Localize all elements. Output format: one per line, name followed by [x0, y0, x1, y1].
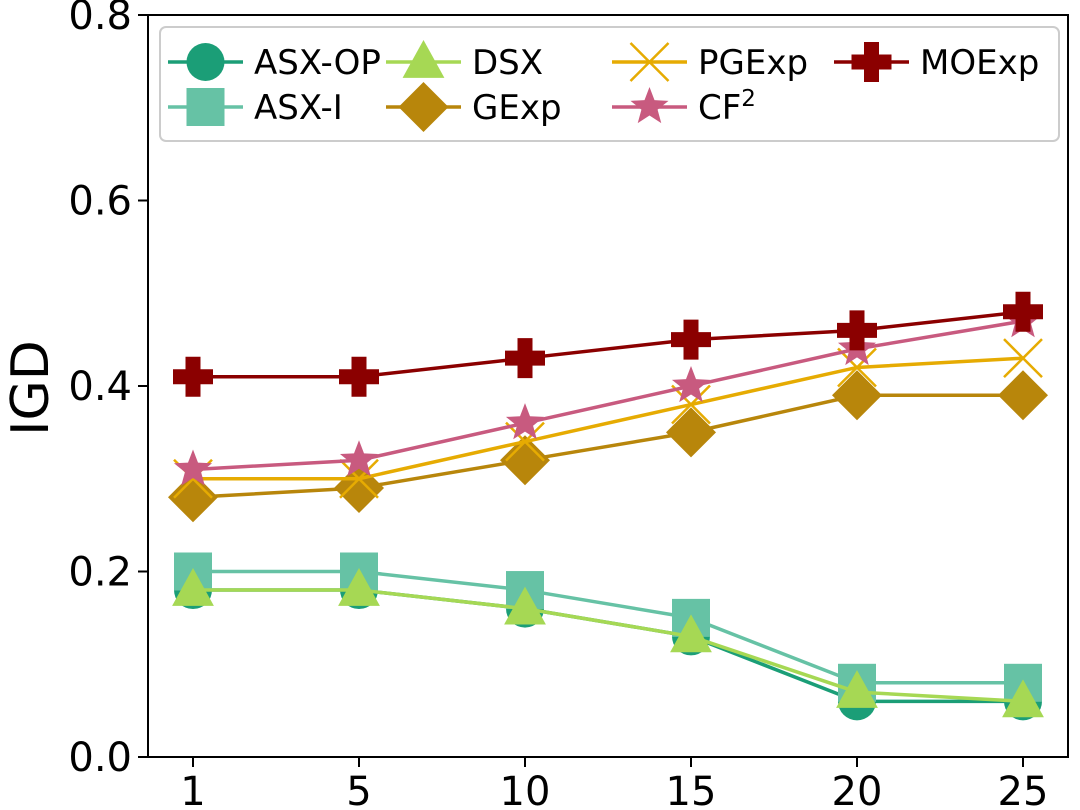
data-point-pgexp [505, 421, 545, 462]
legend-label: PGExp [698, 43, 808, 83]
plot-area: 0.00.20.40.60.81 5 10 15 20 25ASX-OPASX-IDSXG… [68, 0, 1069, 810]
x-tick-label: 20 [832, 769, 883, 810]
legend-item-dsx: DSX [386, 40, 543, 83]
x-tick-label: 1 [180, 769, 205, 810]
legend-marker-asx-op [186, 43, 225, 81]
data-point-moexp [1003, 291, 1043, 332]
legend-item-asx-op: ASX-OP [168, 43, 381, 83]
legend-marker-cf [630, 87, 669, 124]
x-tick-label: 10 [500, 769, 551, 810]
data-point-gexp [500, 435, 550, 486]
data-point-dsx [670, 614, 712, 653]
legend-marker-gexp [398, 82, 449, 132]
legend-marker-dsx [402, 40, 445, 78]
series-dsx [172, 568, 1044, 718]
series-line-asx-i [193, 569, 1023, 685]
data-point-pgexp [837, 347, 877, 388]
series-pgexp [173, 338, 1043, 499]
data-point-moexp [339, 356, 379, 397]
data-point-cf [671, 366, 711, 403]
legend-label: GExp [472, 88, 562, 128]
y-tick-label: 0.0 [68, 735, 132, 781]
series-cf [173, 301, 1043, 486]
y-axis-title: IGD [1, 340, 61, 436]
y-tick-label: 0.4 [68, 364, 132, 410]
series-line-gexp [192, 393, 1023, 500]
data-point-pgexp [339, 458, 379, 499]
legend-marker-moexp [851, 42, 892, 82]
data-point-gexp [832, 370, 882, 421]
legend-label: ASX-OP [254, 43, 381, 83]
data-point-cf [339, 440, 379, 477]
data-point-dsx [1002, 679, 1044, 718]
series-asx-op [174, 571, 1042, 721]
series-line-cf [192, 319, 1024, 472]
series-line-moexp [193, 310, 1024, 379]
series-line-asx-op [193, 588, 1023, 704]
legend-item-pgexp: PGExp [612, 42, 808, 83]
series-gexp [168, 370, 1048, 523]
data-point-gexp [998, 370, 1048, 421]
x-tick-label: 5 [346, 769, 371, 810]
data-point-cf [505, 403, 545, 440]
legend-label: CF2 [698, 86, 756, 128]
data-point-moexp [173, 356, 213, 397]
data-point-dsx [504, 586, 546, 625]
y-tick-label: 0.8 [68, 0, 132, 39]
data-point-dsx [338, 568, 380, 606]
legend-item-asx-i: ASX-I [168, 88, 343, 128]
legend-frame [159, 26, 1060, 142]
data-point-cf [173, 449, 213, 486]
x-tick-label: 15 [666, 769, 717, 810]
data-point-moexp [505, 338, 545, 379]
series-line-pgexp [193, 356, 1024, 481]
data-point-pgexp [1003, 338, 1043, 379]
data-point-moexp [837, 310, 877, 351]
data-point-dsx [836, 670, 878, 708]
series-asx-i [174, 552, 1042, 702]
x-tick-label: 25 [998, 769, 1049, 810]
data-point-pgexp [671, 384, 711, 425]
legend-marker-asx-i [186, 88, 225, 126]
series-moexp [173, 291, 1043, 397]
y-tick-label: 0.2 [68, 550, 132, 596]
legend-item-cf: CF2 [612, 86, 756, 128]
data-point-dsx [172, 568, 214, 606]
data-point-gexp [334, 463, 384, 514]
legend-marker-pgexp [629, 42, 670, 82]
legend-label: DSX [472, 43, 543, 83]
data-point-moexp [671, 319, 711, 360]
legend-label: ASX-I [254, 88, 343, 128]
legend-item-moexp: MOExp [834, 42, 1039, 83]
data-point-gexp [168, 472, 218, 523]
data-point-gexp [666, 407, 716, 458]
legend-label: MOExp [920, 43, 1039, 83]
y-tick-label: 0.6 [68, 179, 132, 225]
series-line-dsx [193, 588, 1024, 704]
legend-item-gexp: GExp [386, 82, 562, 132]
